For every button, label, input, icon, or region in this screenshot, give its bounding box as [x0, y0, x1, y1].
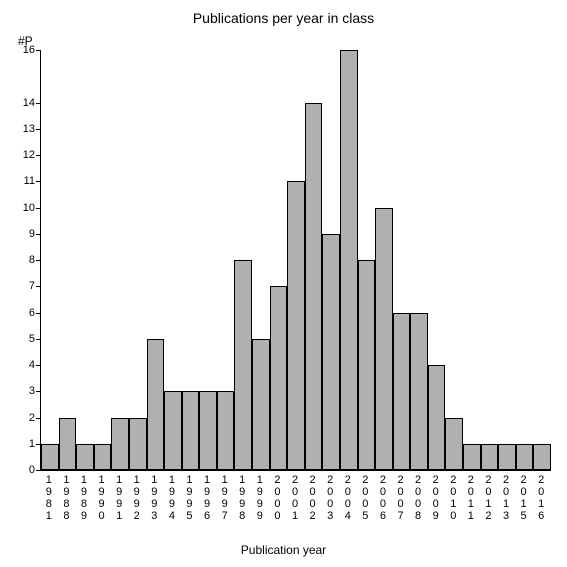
ytick-label: 13 [11, 123, 35, 135]
bar [147, 339, 165, 470]
xtick-label: 2006 [378, 474, 388, 522]
bar [217, 391, 235, 470]
xtick-label: 1991 [114, 474, 124, 522]
xtick-label: 2012 [483, 474, 493, 522]
ytick-label: 6 [11, 307, 35, 319]
bars-group [41, 50, 551, 470]
xtick-label: 2002 [308, 474, 318, 522]
x-axis-label: Publication year [0, 543, 567, 557]
bar [59, 418, 77, 471]
ytick-label: 1 [11, 438, 35, 450]
ytick-label: 2 [11, 412, 35, 424]
bar [111, 418, 129, 471]
xtick-label: 1998 [237, 474, 247, 522]
bar [533, 444, 551, 470]
bar [76, 444, 94, 470]
ytick-label: 11 [11, 175, 35, 187]
xtick-label: 1997 [220, 474, 230, 522]
ytick-label: 9 [11, 228, 35, 240]
xtick-label: 1990 [97, 474, 107, 522]
bar [287, 181, 305, 470]
xtick-label: 1995 [184, 474, 194, 522]
chart-title: Publications per year in class [0, 10, 567, 26]
xtick-label: 2008 [413, 474, 423, 522]
bar [410, 313, 428, 471]
xtick-label: 1994 [167, 474, 177, 522]
xtick-label: 2007 [396, 474, 406, 522]
xtick-label: 2011 [466, 474, 476, 522]
bar [252, 339, 270, 470]
xtick-label: 2010 [448, 474, 458, 522]
ytick-label: 10 [11, 202, 35, 214]
xtick-label: 2000 [272, 474, 282, 522]
xtick-label: 2003 [325, 474, 335, 522]
xtick-label: 1996 [202, 474, 212, 522]
bar [445, 418, 463, 471]
xtick-label: 2004 [343, 474, 353, 522]
xtick-label: 1999 [255, 474, 265, 522]
bar [340, 50, 358, 470]
ytick-label: 3 [11, 385, 35, 397]
bar [164, 391, 182, 470]
xtick-label: 2009 [431, 474, 441, 522]
bar [516, 444, 534, 470]
bar [322, 234, 340, 470]
bar [463, 444, 481, 470]
bar [428, 365, 446, 470]
ytick-label: 4 [11, 359, 35, 371]
bar [129, 418, 147, 471]
ytick-label: 5 [11, 333, 35, 345]
bar [234, 260, 252, 470]
xtick-label: 1988 [61, 474, 71, 522]
ytick-label: 12 [11, 149, 35, 161]
xtick-label: 1993 [149, 474, 159, 522]
bar [393, 313, 411, 471]
xtick-label: 2001 [290, 474, 300, 522]
ytick-label: 0 [11, 464, 35, 476]
bar [375, 208, 393, 471]
plot-area [40, 50, 551, 471]
ytick-label: 8 [11, 254, 35, 266]
xtick-label: 1992 [132, 474, 142, 522]
bar [358, 260, 376, 470]
ytick-label: 7 [11, 280, 35, 292]
ytick-label: 16 [11, 44, 35, 56]
xtick-label: 2013 [501, 474, 511, 522]
xtick-label: 2005 [360, 474, 370, 522]
ytick-label: 14 [11, 97, 35, 109]
xtick-label: 1981 [44, 474, 54, 522]
bar [305, 103, 323, 471]
xtick-label: 2016 [536, 474, 546, 522]
bar [199, 391, 217, 470]
bar [182, 391, 200, 470]
bar [270, 286, 288, 470]
bar [94, 444, 112, 470]
xtick-label: 2015 [519, 474, 529, 522]
bar [481, 444, 499, 470]
bar [41, 444, 59, 470]
bar [498, 444, 516, 470]
xtick-label: 1989 [79, 474, 89, 522]
chart-container: Publications per year in class #P 012345… [0, 0, 567, 567]
